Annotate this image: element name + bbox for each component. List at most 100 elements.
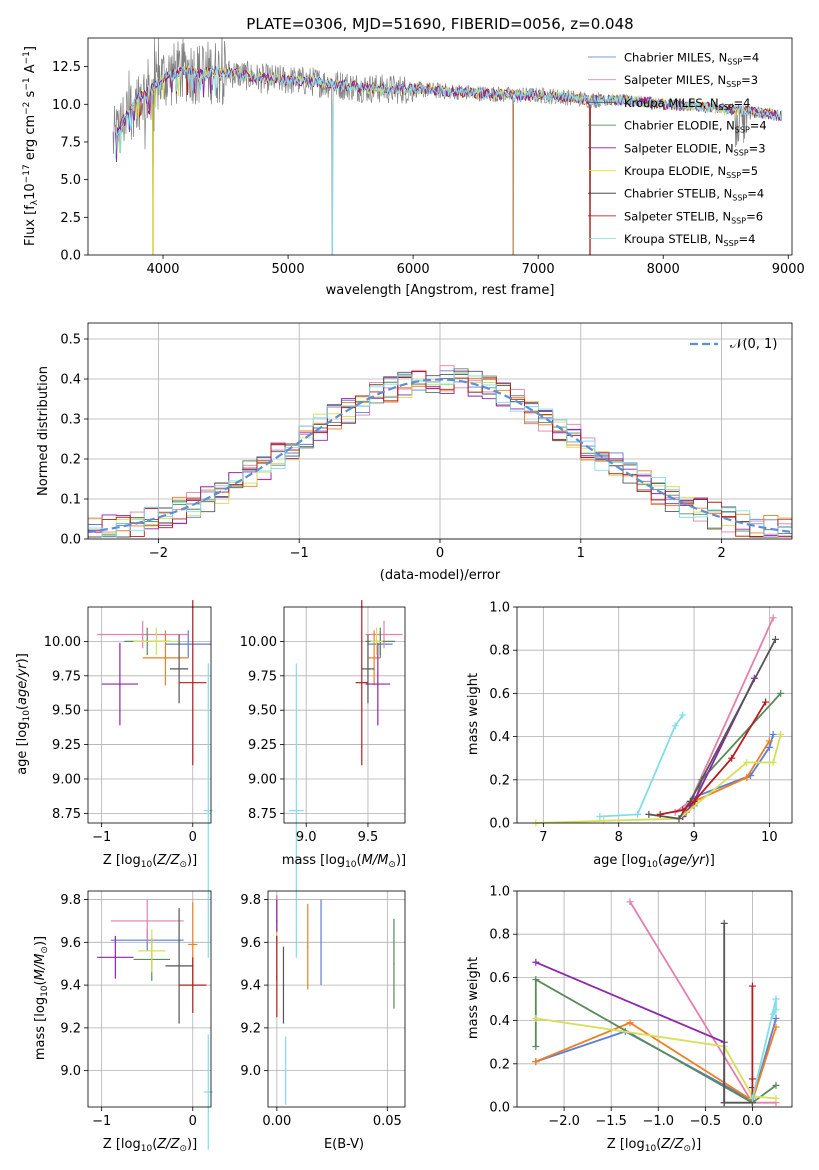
x-tick-label: 10 bbox=[761, 830, 778, 845]
x-tick-label: 8000 bbox=[647, 262, 680, 277]
weight-line bbox=[534, 978, 777, 1104]
p6-xlabel: Z [log10(Z/Z⊙)] bbox=[103, 1137, 197, 1154]
weight-marker bbox=[645, 810, 653, 818]
x-tick-label: 9 bbox=[690, 830, 698, 845]
weight-marker bbox=[777, 689, 785, 697]
p5-xlabel: age [log10(age/yr)] bbox=[593, 853, 715, 870]
weight-line bbox=[751, 998, 777, 1099]
y-tick-label: 12.5 bbox=[52, 60, 81, 75]
weight-marker bbox=[777, 730, 785, 738]
residual-xlabel: (data-model)/error bbox=[380, 568, 501, 583]
weight-line bbox=[535, 1021, 777, 1102]
y-tick-label: 9.4 bbox=[60, 979, 81, 994]
y-tick-label: 9.2 bbox=[240, 1021, 261, 1036]
y-tick-label: 0.2 bbox=[489, 773, 510, 788]
p5-ylabel: mass weight bbox=[466, 673, 481, 755]
spectrum-xlabel: wavelength [Angstrom, rest frame] bbox=[326, 283, 555, 298]
weight-marker bbox=[532, 1014, 540, 1022]
weight-marker bbox=[532, 958, 540, 966]
x-tick-label: −2 bbox=[149, 546, 168, 561]
weight-line bbox=[535, 1017, 777, 1100]
x-tick-label: 0.0 bbox=[742, 1114, 763, 1129]
weight-vs-Z-panel: −2.0 −1.5 −1.0 −0.5 0.0 0.0 0.2 0.4 0.6 0.8 1.0 bbox=[489, 885, 793, 1129]
y-tick-label: 0.2 bbox=[489, 1057, 510, 1072]
y-tick-label: 9.6 bbox=[240, 936, 261, 951]
y-tick-label: 0.6 bbox=[489, 687, 510, 702]
normal-curve bbox=[87, 378, 793, 534]
y-tick-label: 0.4 bbox=[489, 1014, 510, 1029]
weight-marker bbox=[720, 919, 728, 927]
y-tick-label: 5.0 bbox=[60, 173, 81, 188]
x-tick-label: 2 bbox=[717, 546, 725, 561]
x-tick-label: 1 bbox=[577, 546, 585, 561]
y-tick-label: 1.0 bbox=[489, 601, 510, 616]
x-tick-label: 0.05 bbox=[373, 1114, 402, 1129]
y-tick-label: 0.0 bbox=[60, 533, 81, 548]
weight-vs-age-panel: 7 8 9 10 0.0 0.2 0.4 0.6 0.8 1.0 bbox=[489, 601, 793, 845]
y-tick-label: 0.5 bbox=[60, 333, 81, 348]
weight-line bbox=[535, 734, 782, 824]
p7-xlabel: E(B-V) bbox=[324, 1137, 364, 1152]
weight-marker bbox=[679, 806, 687, 814]
y-tick-label: 0.0 bbox=[60, 249, 81, 264]
residual-histogram bbox=[88, 372, 792, 538]
y-tick-label: 9.0 bbox=[60, 1064, 81, 1079]
x-tick-label: 0 bbox=[189, 1114, 197, 1129]
legend-entry: Salpeter STELIB, NSSP=6 bbox=[624, 209, 763, 225]
y-tick-label: 8.75 bbox=[52, 807, 81, 822]
weight-marker bbox=[772, 1014, 780, 1022]
weight-line bbox=[723, 923, 753, 1104]
x-tick-label: 9000 bbox=[772, 262, 805, 277]
weight-marker bbox=[743, 774, 751, 782]
x-tick-label: 7000 bbox=[522, 262, 555, 277]
x-tick-label: 5000 bbox=[272, 262, 305, 277]
weight-marker bbox=[675, 815, 683, 823]
weight-marker bbox=[743, 759, 751, 767]
weight-marker bbox=[634, 810, 642, 818]
normal-legend-label: 𝒩(0, 1) bbox=[730, 337, 777, 352]
p8-ylabel: mass weight bbox=[466, 957, 481, 1039]
y-tick-label: 0.0 bbox=[489, 817, 510, 832]
weight-marker bbox=[772, 1006, 780, 1014]
y-tick-label: 10.00 bbox=[44, 635, 81, 650]
weight-marker bbox=[765, 743, 773, 751]
spectrum-legend: Chabrier MILES, NSSP=4 Salpeter MILES, NS… bbox=[588, 51, 767, 248]
p3-xlabel: Z [log10(Z/Z⊙)] bbox=[103, 853, 197, 870]
mass-vs-ebv-panel: 0.00 0.05 9.0 9.2 9.4 9.6 9.8 bbox=[240, 890, 406, 1129]
legend-entry: Salpeter MILES, NSSP=3 bbox=[624, 73, 758, 89]
weight-marker bbox=[772, 1094, 780, 1102]
y-tick-label: 0.8 bbox=[489, 644, 510, 659]
p4-xlabel: mass [log10(M/M⊙)] bbox=[282, 853, 406, 870]
weight-marker bbox=[728, 754, 736, 762]
x-tick-label: 0.00 bbox=[262, 1114, 291, 1129]
y-tick-label: 9.8 bbox=[240, 893, 261, 908]
weight-marker bbox=[771, 635, 779, 643]
y-tick-label: 9.2 bbox=[60, 1021, 81, 1036]
weight-marker bbox=[626, 898, 634, 906]
x-tick-label: 8 bbox=[615, 830, 623, 845]
x-tick-label: −1.0 bbox=[642, 1114, 674, 1129]
y-tick-label: 10.0 bbox=[52, 98, 81, 113]
y-tick-label: 9.25 bbox=[52, 738, 81, 753]
x-tick-label: 9.0 bbox=[296, 830, 317, 845]
weight-marker bbox=[532, 976, 540, 984]
weight-marker bbox=[769, 730, 777, 738]
p3-ylabel: age [log10(age/yr)] bbox=[15, 653, 32, 775]
y-tick-label: 9.6 bbox=[60, 936, 81, 951]
y-tick-label: 0.1 bbox=[60, 493, 81, 508]
legend-entry: Kroupa STELIB, NSSP=4 bbox=[624, 232, 755, 248]
model-spectrum bbox=[115, 64, 783, 159]
y-tick-label: 9.8 bbox=[60, 893, 81, 908]
weight-marker bbox=[769, 759, 777, 767]
y-tick-label: 9.4 bbox=[240, 979, 261, 994]
weight-line bbox=[535, 1018, 777, 1102]
y-tick-label: 0.4 bbox=[489, 730, 510, 745]
weight-marker bbox=[720, 1099, 728, 1107]
legend-entry: Kroupa MILES, NSSP=4 bbox=[624, 96, 750, 112]
age-vs-mass-panel: 9.0 9.5 8.75 9.00 9.25 9.50 9.75 10.00 bbox=[240, 600, 406, 958]
weight-marker bbox=[769, 614, 777, 622]
y-tick-label: 9.25 bbox=[248, 738, 277, 753]
legend-entry: Kroupa ELODIE, NSSP=5 bbox=[624, 164, 758, 180]
weight-marker bbox=[690, 797, 698, 805]
p6-ylabel: mass [log10(M/M⊙)] bbox=[33, 936, 50, 1060]
